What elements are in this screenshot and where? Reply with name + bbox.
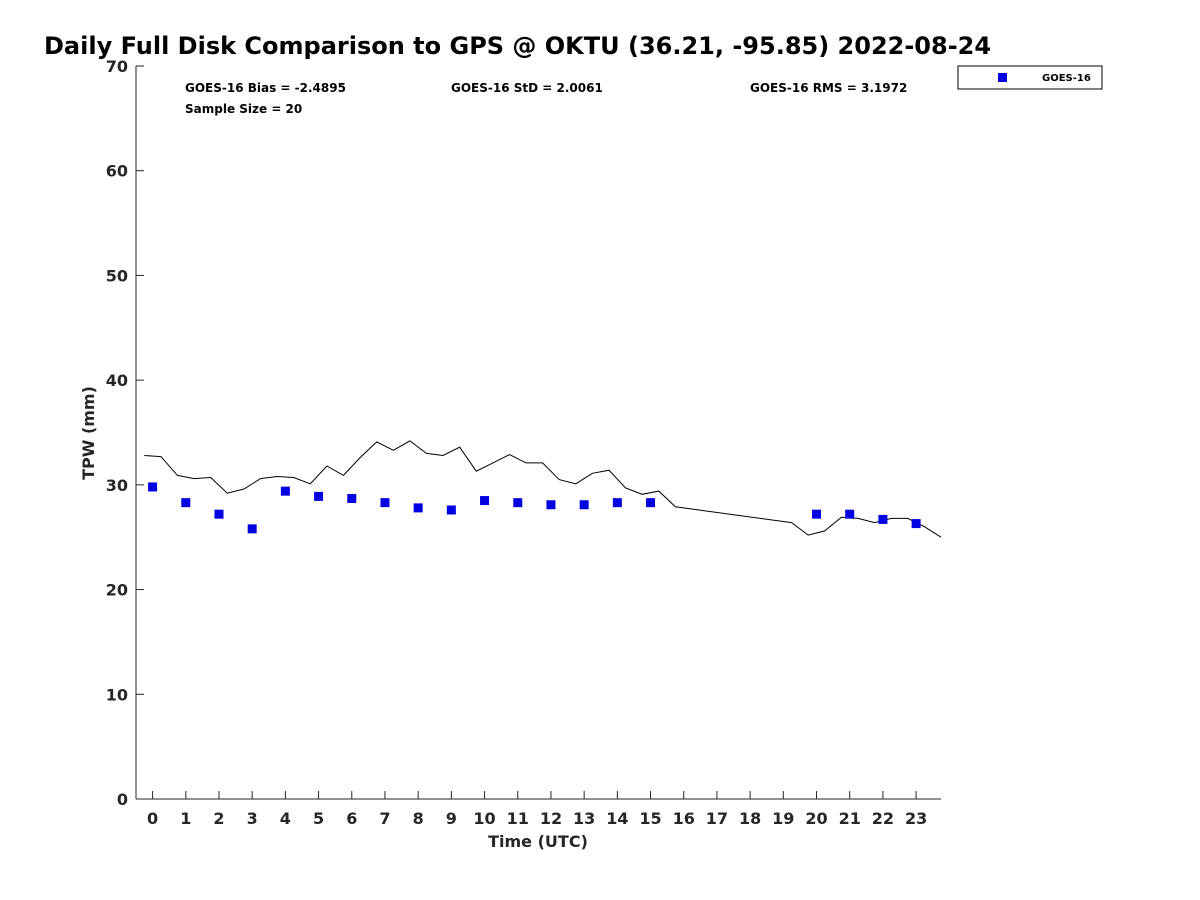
goes16-point: [579, 500, 589, 510]
x-tick-label: 2: [213, 809, 224, 828]
goes16-point: [878, 514, 888, 524]
x-tick-label: 3: [247, 809, 258, 828]
std-annotation: GOES-16 StD = 2.0061: [451, 81, 603, 95]
x-tick-label: 1: [180, 809, 191, 828]
goes16-point: [845, 509, 855, 519]
goes16-point: [812, 509, 822, 519]
goes16-point: [612, 498, 622, 508]
y-tick-label: 40: [106, 371, 128, 390]
bias-annotation: GOES-16 Bias = -2.4895: [185, 81, 346, 95]
goes16-point: [480, 496, 490, 506]
x-axis-label: Time (UTC): [488, 832, 588, 851]
x-tick-label: 4: [280, 809, 291, 828]
legend: GOES-16: [957, 65, 1103, 90]
y-tick-label: 60: [106, 162, 128, 181]
goes16-point: [314, 491, 324, 501]
rms-annotation: GOES-16 RMS = 3.1972: [750, 81, 907, 95]
goes16-point: [446, 505, 456, 515]
plot-frame: [135, 66, 941, 800]
x-tick-label: 18: [739, 809, 761, 828]
goes16-point: [247, 524, 257, 534]
x-tick-label: 13: [573, 809, 595, 828]
goes16-point: [413, 503, 423, 513]
legend-marker-goes16: [998, 73, 1007, 82]
goes16-point: [546, 500, 556, 510]
y-tick-label: 0: [117, 790, 128, 809]
goes16-point: [911, 519, 921, 529]
x-tick-label: 23: [905, 809, 927, 828]
x-tick-label: 12: [540, 809, 562, 828]
y-tick-label: 30: [106, 476, 128, 495]
x-tick-label: 15: [639, 809, 661, 828]
x-tick-label: 22: [872, 809, 894, 828]
goes16-point: [646, 498, 656, 508]
x-tick-label: 6: [346, 809, 357, 828]
x-tick-label: 10: [473, 809, 495, 828]
x-axis-ticks: 0 1 2 3 4 5 6 7 8 9 10 11 12 13 14 15 16 17 18 19 20 21 22 23: [147, 791, 927, 828]
x-tick-label: 17: [706, 809, 728, 828]
y-axis-label: TPW (mm): [79, 386, 98, 480]
x-tick-label: 7: [379, 809, 390, 828]
x-tick-label: 21: [839, 809, 861, 828]
x-tick-label: 5: [313, 809, 324, 828]
y-tick-label: 70: [106, 57, 128, 76]
x-tick-label: 0: [147, 809, 158, 828]
x-tick-label: 9: [446, 809, 457, 828]
y-tick-label: 20: [106, 581, 128, 600]
chart-title: Daily Full Disk Comparison to GPS @ OKTU…: [44, 32, 991, 60]
goes16-point: [280, 486, 290, 496]
x-tick-label: 16: [673, 809, 695, 828]
goes16-point: [380, 498, 390, 508]
x-tick-label: 11: [507, 809, 529, 828]
goes16-point: [513, 498, 523, 508]
x-tick-label: 19: [772, 809, 794, 828]
legend-box: [957, 65, 1103, 90]
goes16-point: [214, 509, 224, 519]
gps-line-series: [144, 440, 942, 538]
goes16-points: [148, 482, 921, 534]
x-tick-label: 20: [805, 809, 827, 828]
goes16-point: [148, 482, 158, 492]
goes16-point: [181, 498, 191, 508]
gps-line: [144, 440, 942, 538]
legend-label-goes16: GOES-16: [1042, 73, 1091, 84]
goes16-point: [347, 493, 357, 503]
y-axis-ticks: 0 10 20 30 40 50 60 70: [106, 57, 144, 809]
x-tick-label: 14: [606, 809, 628, 828]
y-tick-label: 50: [106, 266, 128, 285]
y-tick-label: 10: [106, 685, 128, 704]
x-tick-label: 8: [413, 809, 424, 828]
sample-size-annotation: Sample Size = 20: [185, 102, 302, 116]
